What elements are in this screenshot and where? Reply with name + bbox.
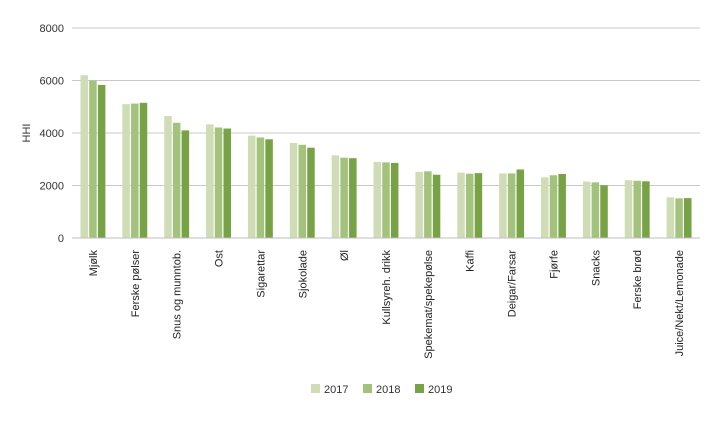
bar-2018 — [549, 175, 558, 238]
x-tick-label: Ferske pølser — [130, 250, 142, 318]
y-tick-label: 2000 — [40, 181, 64, 193]
legend: 2017 2018 2019 — [311, 384, 452, 396]
bar-2018 — [675, 198, 683, 238]
bar-2018 — [424, 171, 432, 238]
bar-2019 — [684, 198, 692, 238]
y-tick-label: 0 — [58, 233, 64, 245]
bar-2018 — [89, 80, 97, 238]
bar-2017 — [582, 181, 591, 238]
x-tick-label: Snacks — [590, 250, 602, 287]
y-tick-label: 4000 — [40, 128, 64, 140]
bar-2017 — [499, 173, 507, 238]
bar-2017 — [624, 180, 633, 238]
bar-2018 — [591, 182, 600, 238]
bars — [80, 75, 692, 239]
y-axis-title: HHI — [21, 124, 33, 143]
legend-swatch-2018 — [363, 384, 372, 393]
x-tick-label: Ferske brød — [632, 250, 644, 309]
bar-2018 — [340, 157, 348, 238]
bar-2017 — [289, 142, 298, 238]
bar-2017 — [164, 115, 172, 238]
bar-2019 — [474, 173, 483, 238]
x-tick-label: Øl — [339, 250, 351, 261]
x-tick-label: Ost — [214, 250, 226, 267]
bar-2018 — [172, 122, 181, 238]
x-tick-labels: Mjølk Ferske pølser Snus og munntob. Ost Sig… — [88, 250, 686, 359]
x-tick-label: Deigar/Farsar — [507, 250, 519, 318]
bar-2019 — [97, 84, 106, 239]
bar-2018 — [465, 173, 474, 238]
bar-2018 — [214, 127, 223, 238]
y-tick-label: 6000 — [40, 76, 64, 88]
legend-label-2018: 2018 — [376, 384, 400, 396]
bar-2017 — [457, 172, 465, 238]
bar-2018 — [298, 144, 307, 238]
bar-2017 — [373, 161, 382, 238]
x-tick-label: Juice/Nekt/Lemonade — [674, 250, 686, 356]
bar-2019 — [432, 174, 441, 238]
bar-2019 — [223, 128, 231, 238]
x-tick-label: Snus og munntob. — [172, 250, 184, 339]
legend-swatch-2017 — [311, 384, 320, 393]
bar-2019 — [181, 130, 190, 238]
legend-label-2019: 2019 — [428, 384, 452, 396]
bar-2017 — [247, 135, 256, 238]
bar-2019 — [516, 169, 525, 238]
bar-2019 — [600, 185, 608, 238]
x-tick-label: Spekemat/spekepølse — [423, 250, 435, 359]
legend-swatch-2019 — [415, 384, 424, 393]
bar-2017 — [206, 124, 214, 238]
x-tick-label: Mjølk — [88, 250, 100, 277]
bar-2018 — [131, 103, 139, 238]
y-tick-labels: 0 2000 4000 6000 8000 — [40, 23, 64, 245]
x-tick-label: Fjørfe — [548, 250, 560, 279]
bar-2019 — [642, 181, 650, 238]
bar-2017 — [331, 155, 340, 238]
x-tick-label: Kaffi — [465, 250, 477, 272]
x-tick-label: Sjokolade — [297, 250, 309, 298]
bar-2017 — [415, 171, 423, 238]
bar-2017 — [666, 197, 675, 238]
bar-2018 — [507, 173, 516, 238]
bar-2018 — [256, 137, 265, 238]
x-tick-label: Kullsyreh. drikk — [381, 250, 393, 325]
bar-2019 — [349, 158, 357, 238]
bar-2017 — [80, 75, 88, 238]
bar-2019 — [265, 139, 273, 238]
bar-2019 — [139, 102, 148, 238]
bar-2018 — [382, 162, 390, 238]
bar-2019 — [307, 147, 315, 238]
bar-2017 — [122, 104, 130, 238]
bar-2018 — [633, 180, 641, 238]
bar-2019 — [558, 173, 566, 238]
x-tick-label: Sigarettar — [255, 250, 267, 298]
bar-2019 — [390, 162, 399, 238]
legend-label-2017: 2017 — [324, 384, 348, 396]
bar-2017 — [541, 177, 549, 238]
y-tick-label: 8000 — [40, 23, 64, 35]
